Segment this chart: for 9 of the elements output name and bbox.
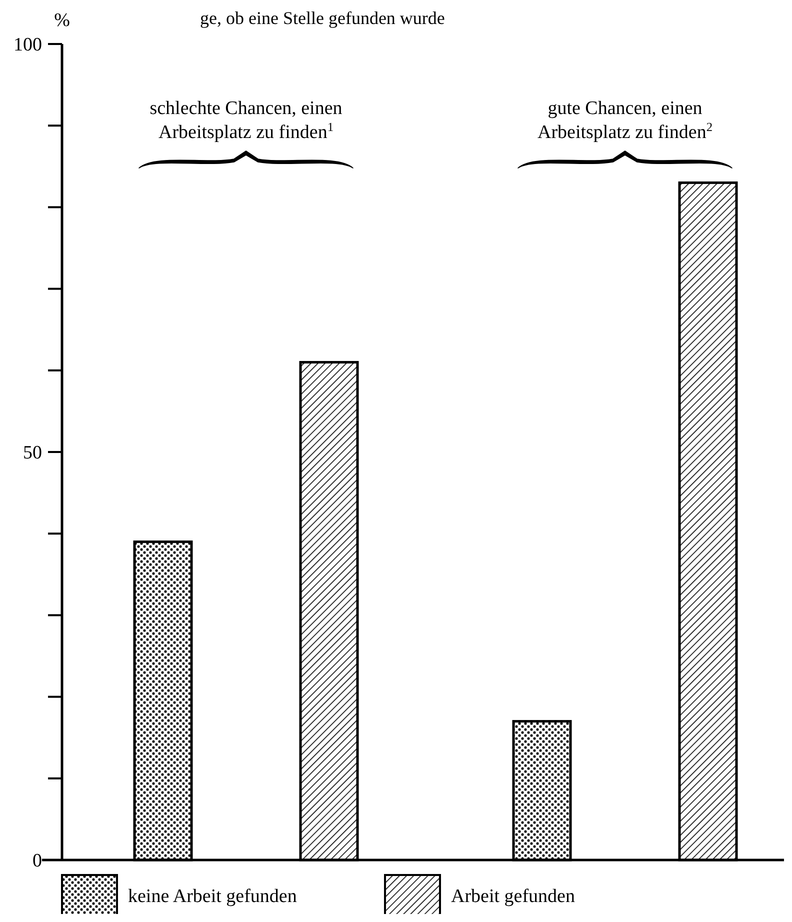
- x-tick-label: gute Chancen, einen Arbeitsplatz zu finden$^{2}$: [537, 98, 713, 143]
- y-tick-label: 0: [32, 850, 42, 872]
- y-axis-title: %: [54, 10, 70, 31]
- y-tick-label: 100: [14, 34, 42, 56]
- legend-label: Arbeit gefunden: [451, 886, 576, 907]
- legend-label: keine Arbeit gefunden: [128, 886, 298, 907]
- chart-title: ge, ob eine Stelle gefunden wurde: [200, 8, 445, 28]
- x-tick-label: schlechte Chancen, einen Arbeitsplatz zu finden$^{1}$: [150, 98, 343, 143]
- y-tick-label: 50: [23, 442, 42, 464]
